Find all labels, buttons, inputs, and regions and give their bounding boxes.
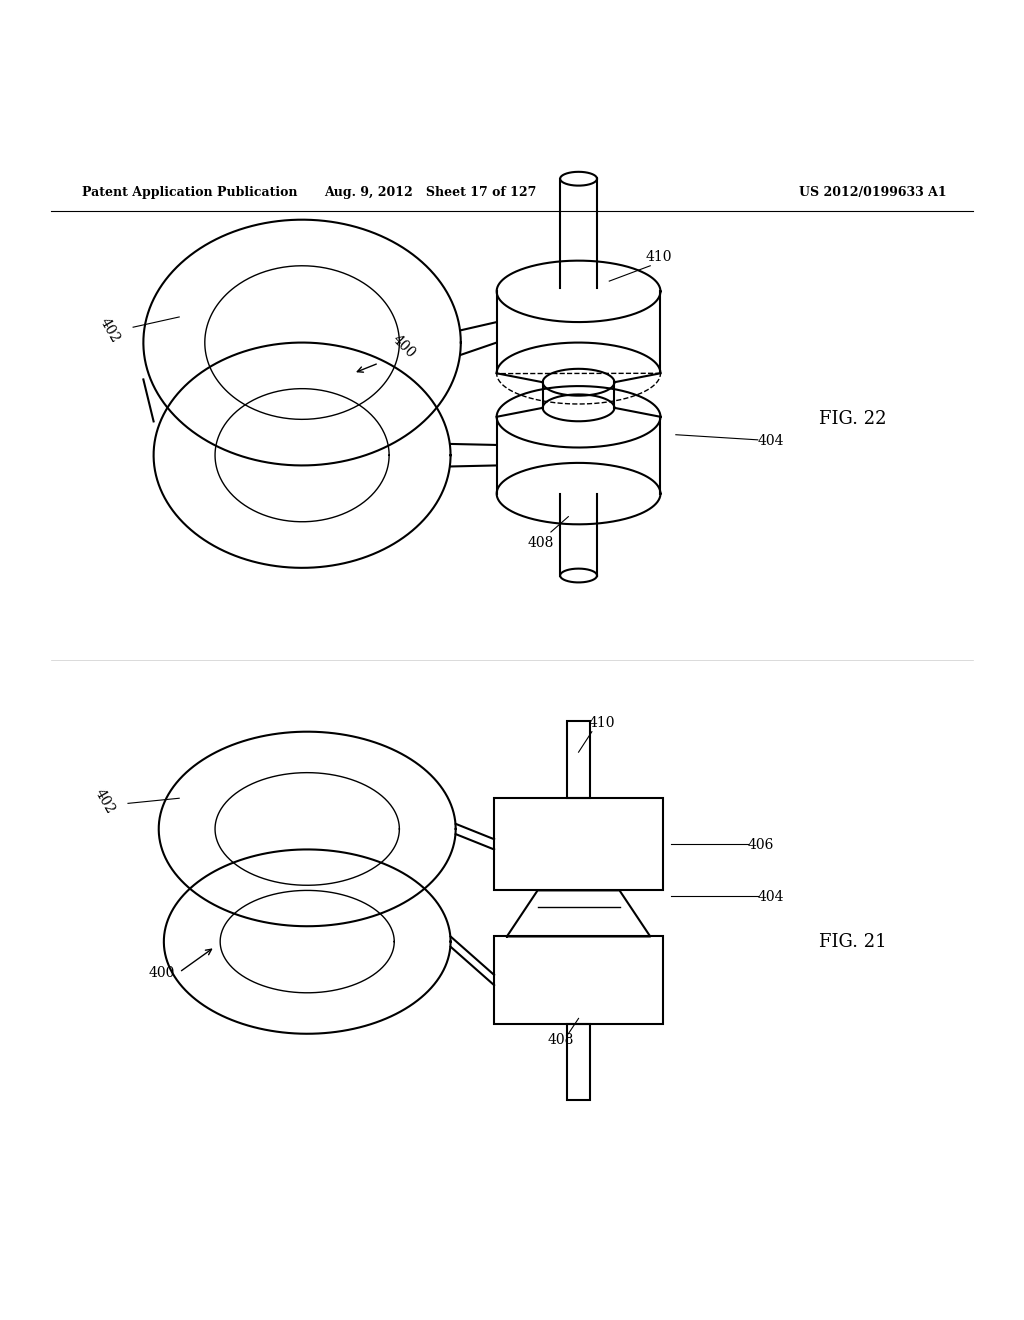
Text: Patent Application Publication: Patent Application Publication [82,186,297,198]
Text: 410: 410 [589,715,615,730]
Bar [567,722,590,799]
Text: 408: 408 [548,1034,574,1047]
Text: 402: 402 [92,787,118,817]
Text: 402: 402 [97,315,123,346]
Text: Aug. 9, 2012   Sheet 17 of 127: Aug. 9, 2012 Sheet 17 of 127 [324,186,537,198]
Text: FIG. 21: FIG. 21 [819,933,887,950]
Bar [567,1023,590,1101]
Text: 400: 400 [389,333,418,360]
Text: 408: 408 [527,536,554,550]
Bar [494,936,664,1023]
Text: 404: 404 [758,890,784,904]
Text: 406: 406 [748,838,774,853]
Text: 400: 400 [148,966,175,981]
Text: 410: 410 [645,249,672,264]
Text: US 2012/0199633 A1: US 2012/0199633 A1 [799,186,946,198]
Text: FIG. 22: FIG. 22 [819,411,887,429]
Bar [494,799,664,891]
Text: 404: 404 [758,434,784,447]
